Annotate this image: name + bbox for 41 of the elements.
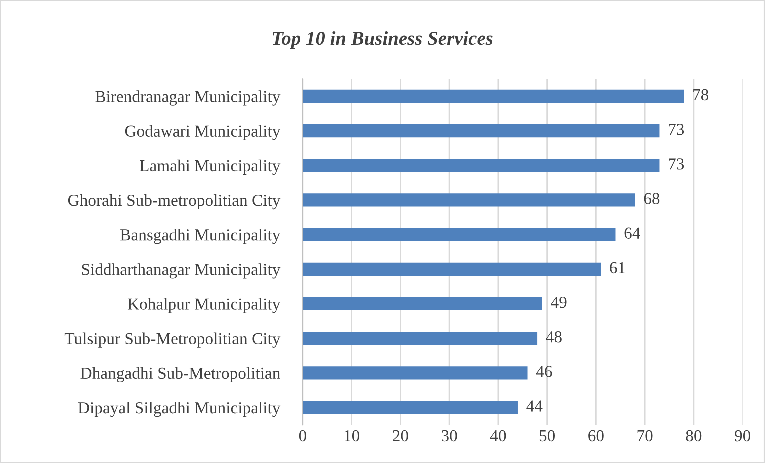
x-tick-label: 70	[638, 430, 653, 442]
bar	[302, 194, 636, 207]
data-label: 49	[551, 296, 567, 308]
data-label: 61	[610, 262, 626, 274]
x-tick-label: 40	[490, 430, 506, 442]
y-tick-label: Godawari Municipality	[125, 125, 281, 140]
y-tick-label: Bansgadhi Municipality	[120, 229, 281, 244]
y-tick-label: Lamahi Municipality	[140, 160, 281, 176]
data-label: 46	[536, 366, 552, 378]
y-tick-label: Birendranagar Municipality	[96, 90, 281, 106]
data-label: 73	[669, 124, 684, 136]
bar	[302, 90, 684, 104]
bar	[302, 124, 660, 138]
y-tick-label: Ghorahi Sub-metropolitian City	[68, 194, 281, 210]
y-tick-label: Dipayal Silgadhi Municipality	[78, 402, 281, 418]
x-tick-label: 60	[588, 430, 604, 442]
bar	[302, 262, 602, 276]
x-tick-label: 30	[442, 430, 458, 442]
y-tick-label: Siddharthanagar Municipality	[82, 264, 281, 279]
y-tick-label: Kohalpur Municipality	[128, 298, 281, 314]
data-label: 78	[694, 89, 709, 101]
data-label: 64	[624, 228, 640, 239]
data-label: 68	[644, 193, 660, 204]
x-tick-label: 90	[735, 430, 751, 442]
y-tick-label: Dhangadhi Sub-Metropolitian	[80, 367, 280, 383]
bar	[302, 228, 616, 242]
data-label: 44	[526, 400, 543, 412]
bar	[302, 401, 518, 414]
x-tick-label: 0	[299, 430, 306, 442]
bar	[302, 297, 542, 311]
bar	[302, 159, 660, 172]
data-label: 73	[669, 158, 684, 170]
x-tick-label: 20	[393, 430, 408, 442]
x-tick-label: 80	[686, 430, 702, 442]
bar	[302, 366, 528, 380]
bar	[302, 332, 538, 346]
y-tick-label: Tulsipur Sub-Metropolitian City	[64, 332, 281, 348]
x-tick-label: 50	[540, 430, 556, 442]
data-label: 48	[546, 331, 562, 343]
x-tick-label: 10	[344, 430, 360, 442]
chart-title: Top 10 in Business Services	[272, 31, 493, 50]
